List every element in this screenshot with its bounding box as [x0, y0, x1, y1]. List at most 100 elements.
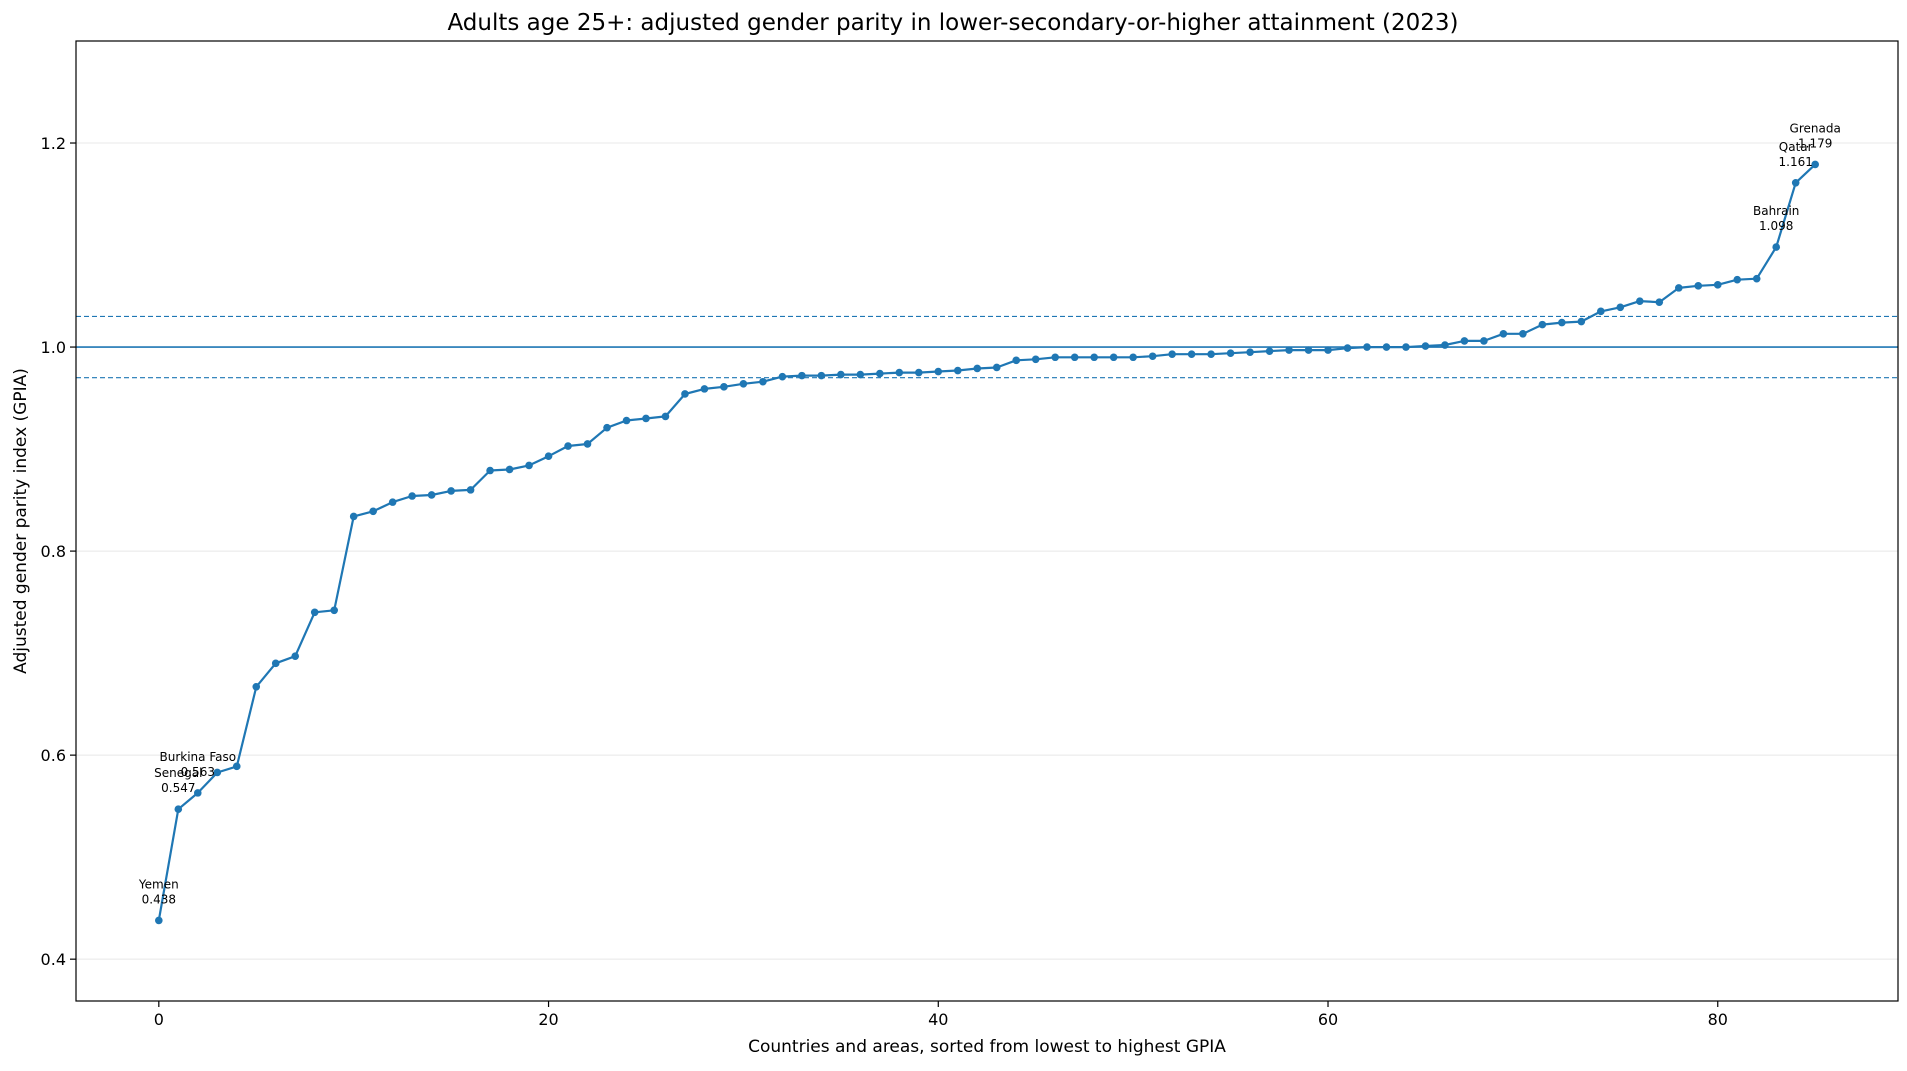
data-point-45: [1031, 355, 1040, 364]
data-point-37: [876, 369, 884, 378]
data-point-36: [856, 370, 865, 379]
y-tick-label-3: 1.0: [41, 338, 66, 357]
data-point-44: [1012, 356, 1021, 365]
data-point-9: [330, 606, 338, 615]
data-point-43: [992, 363, 1001, 372]
data-point-54: [1207, 350, 1215, 358]
data-point-49: [1109, 353, 1118, 362]
y-axis-label: Adjusted gender parity index (GPIA): [11, 368, 31, 674]
data-point-41: [953, 366, 962, 375]
data-point-59: [1304, 346, 1313, 354]
data-point-80: [1713, 281, 1722, 289]
y-tick-label-2: 0.8: [41, 542, 66, 561]
data-point-25: [642, 414, 650, 423]
data-point-27: [681, 390, 689, 398]
data-point-12: [388, 498, 397, 506]
annotation-value-3: 1.098: [1759, 219, 1793, 233]
data-point-66: [1441, 341, 1449, 349]
series-line-0: [157, 163, 1816, 921]
annotation-label-2: Burkina Faso: [160, 750, 237, 764]
x-tick-label-0: 0: [154, 1010, 164, 1029]
data-point-56: [1246, 348, 1254, 356]
data-point-76: [1636, 297, 1644, 305]
data-point-69: [1499, 329, 1508, 338]
data-point-57: [1265, 347, 1274, 355]
data-point-74: [1597, 307, 1605, 316]
data-point-40: [934, 367, 943, 376]
data-point-39: [914, 368, 923, 377]
annotation-label-3: Bahrain: [1753, 204, 1799, 218]
data-point-52: [1168, 350, 1176, 358]
annotation-value-1: 0.547: [161, 781, 195, 795]
data-point-60: [1324, 346, 1332, 354]
data-point-55: [1226, 349, 1235, 357]
data-point-23: [603, 423, 611, 432]
annotation-value-2: 0.563: [181, 765, 215, 779]
annotation-label-4: Qatar: [1779, 140, 1813, 154]
data-point-77: [1655, 298, 1664, 306]
data-point-10: [349, 512, 358, 521]
data-point-61: [1343, 344, 1352, 352]
data-point-84: [1791, 179, 1800, 187]
data-point-75: [1616, 303, 1625, 312]
data-point-73: [1577, 317, 1586, 326]
data-point-14: [427, 491, 436, 499]
data-point-79: [1694, 282, 1703, 290]
data-point-64: [1402, 343, 1410, 351]
data-point-2: [193, 789, 202, 797]
data-point-1: [174, 805, 183, 814]
x-axis-ticks: 0 20 40 60 80: [154, 1001, 1728, 1029]
data-point-63: [1382, 343, 1391, 351]
data-point-7: [291, 652, 300, 660]
data-point-70: [1519, 329, 1527, 338]
data-point-68: [1480, 337, 1488, 345]
grid-lines: [76, 142, 1898, 960]
data-point-8: [310, 608, 319, 617]
data-point-38: [895, 368, 904, 377]
data-point-4: [232, 762, 241, 771]
annotation-label-0: Yemen: [138, 877, 179, 891]
y-tick-label-4: 1.2: [41, 134, 66, 153]
data-point-51: [1148, 352, 1157, 361]
data-point-78: [1674, 284, 1683, 292]
data-point-11: [369, 507, 377, 516]
data-point-47: [1070, 353, 1079, 362]
data-point-21: [564, 442, 572, 450]
data-point-13: [408, 492, 416, 500]
data-point-85: [1811, 160, 1819, 169]
annotation-label-5: Grenada: [1790, 121, 1841, 135]
data-point-33: [798, 371, 806, 380]
annotation-value-0: 0.438: [142, 892, 176, 906]
data-point-19: [525, 461, 533, 470]
data-point-82: [1752, 274, 1761, 283]
data-point-58: [1285, 346, 1293, 354]
annotation-label-1: Senegal: [154, 766, 202, 780]
data-point-72: [1558, 318, 1566, 327]
y-tick-label-1: 0.6: [41, 746, 66, 765]
data-point-71: [1538, 320, 1547, 329]
y-axis-ticks: 0.4 0.6 0.8 1.0 1.2: [41, 134, 76, 969]
x-tick-label-2: 40: [928, 1010, 948, 1029]
data-point-18: [505, 465, 514, 474]
data-point-31: [759, 377, 767, 386]
data-point-62: [1363, 343, 1371, 351]
annotation-value-5: 1.179: [1798, 136, 1832, 150]
data-point-32: [778, 372, 787, 381]
data-point-15: [447, 487, 455, 495]
data-point-53: [1187, 350, 1196, 358]
annotation-value-4: 1.161: [1779, 155, 1813, 169]
y-tick-label-0: 0.4: [41, 950, 66, 969]
data-point-26: [661, 412, 670, 421]
data-point-29: [720, 383, 728, 391]
data-point-16: [466, 486, 475, 494]
data-point-30: [739, 379, 748, 388]
x-tick-label-3: 60: [1318, 1010, 1338, 1029]
data-point-28: [700, 385, 709, 393]
reference-lines: [76, 315, 1898, 379]
data-point-0: [155, 916, 163, 925]
chart-title: Adults age 25+: adjusted gender parity i…: [447, 10, 1458, 36]
series-layer: [155, 160, 1819, 925]
